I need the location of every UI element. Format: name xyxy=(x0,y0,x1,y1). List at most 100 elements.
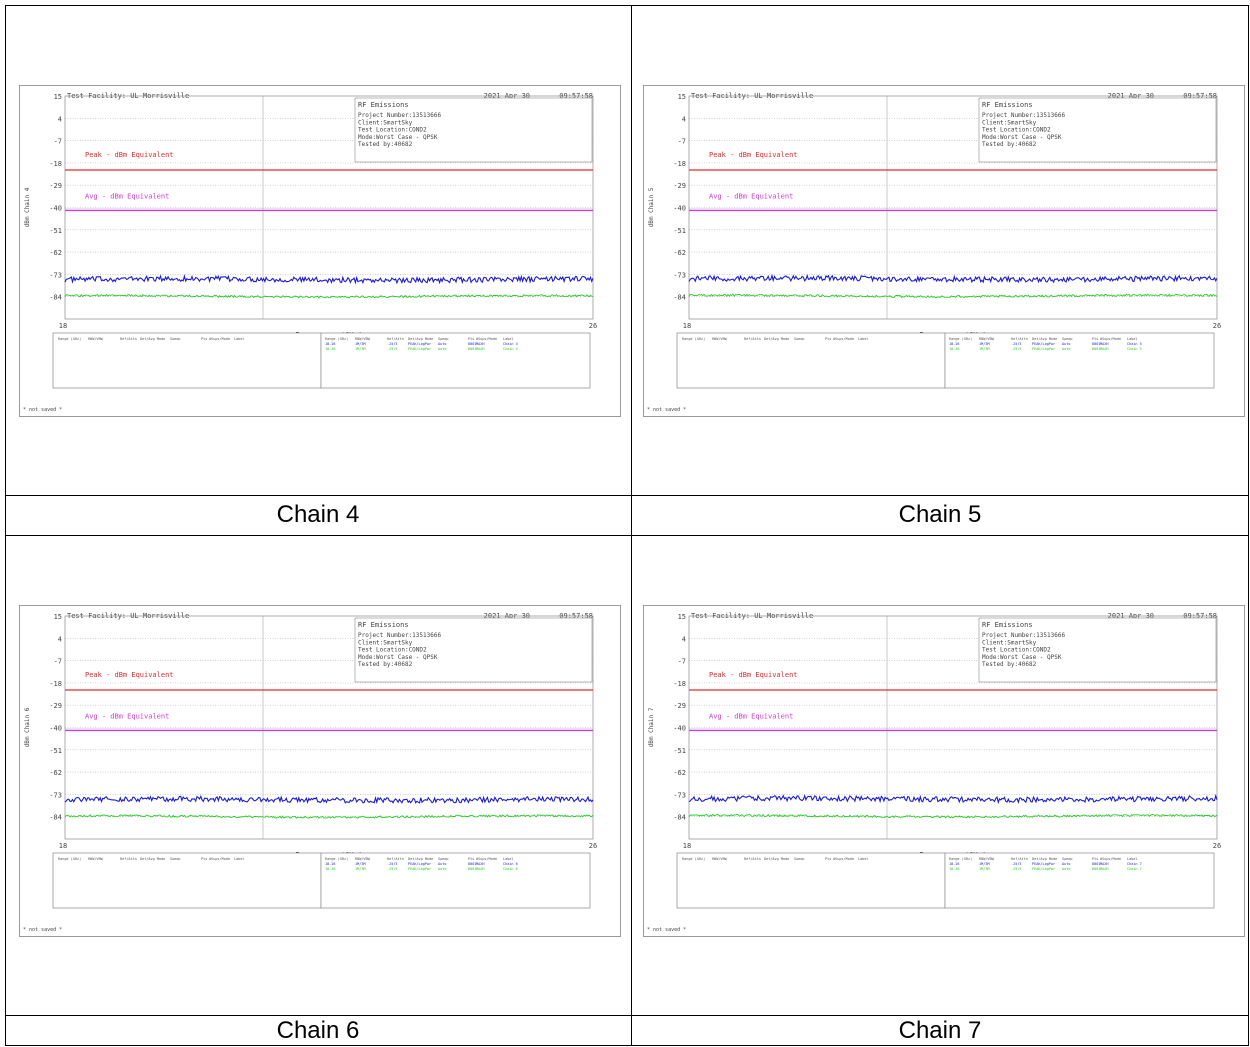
info-box-frame xyxy=(354,617,593,683)
legend-cell: -25/5 xyxy=(1011,342,1022,346)
plot-frame xyxy=(64,95,594,320)
info-line: Project Number:13513666 xyxy=(982,632,1065,639)
y-tick-label: -73 xyxy=(673,791,686,799)
info-line: Test Location:COND2 xyxy=(358,647,427,654)
y-axis-label: dBm Chain 6 xyxy=(24,707,31,747)
info-box-frame xyxy=(978,617,1217,683)
y-tick-label: 4 xyxy=(682,115,686,123)
y-tick-label: -18 xyxy=(49,160,62,168)
legend-cell: MAXH xyxy=(1100,862,1108,866)
limit-label: Peak - dBm Equivalent xyxy=(709,151,798,159)
info-line: Mode:Worst Case - QPSK xyxy=(982,134,1062,141)
legend-box-left xyxy=(52,332,322,389)
legend-header: Ref/Attn xyxy=(120,857,137,861)
legend-cell: Chain 6 xyxy=(503,867,518,871)
spectrum-plot-chain5: Test Facility: UL Morrisville 2021 Apr 30… xyxy=(643,85,1245,417)
y-tick-label: -29 xyxy=(673,182,686,190)
legend-header: Ref/Attn xyxy=(1011,337,1028,341)
legend-cell: 8001 xyxy=(468,867,476,871)
legend-cell: 1M/3M xyxy=(355,342,366,346)
spectrum-plot-chain7: Test Facility: UL Morrisville 2021 Apr 30… xyxy=(643,605,1245,937)
legend-cell: 18-26 xyxy=(949,867,960,871)
legend-cell: PEAK/LogPwr xyxy=(408,347,431,351)
y-tick-label: -29 xyxy=(673,702,686,710)
limit-label: Avg - dBm Equivalent xyxy=(709,712,793,720)
legend-header: Label xyxy=(503,857,514,861)
info-line: Test Location:COND2 xyxy=(358,127,427,134)
info-line: Mode:Worst Case - QPSK xyxy=(358,134,438,141)
info-box-frame xyxy=(354,97,593,163)
legend-cell: Chain 5 xyxy=(1127,347,1142,351)
limit-label: Peak - dBm Equivalent xyxy=(85,151,174,159)
info-box: RF Emissions Project Number:13513666Clien… xyxy=(354,617,593,683)
y-axis-label: dBm Chain 7 xyxy=(648,707,655,747)
legend-cell: 18-26 xyxy=(949,342,960,346)
legend-header: Range (GHz) xyxy=(325,337,348,341)
legend-header: #Sups/Mode xyxy=(833,337,854,341)
x-tick-label: 18 xyxy=(683,842,691,850)
legend-header: Label xyxy=(1127,337,1138,341)
legend-box-right xyxy=(320,852,591,909)
y-tick-label: -51 xyxy=(673,227,686,235)
legend-cell: 18-26 xyxy=(325,867,336,871)
legend-box-right xyxy=(320,332,591,389)
legend-header: Sweep xyxy=(794,337,805,341)
plot-frame xyxy=(688,615,1218,840)
legend-header: Ref/Attn xyxy=(120,337,137,341)
legend-cell: 8001 xyxy=(1092,347,1100,351)
legend-cell: -25/5 xyxy=(387,342,398,346)
legend-header: Pts xyxy=(201,857,207,861)
peak-trace xyxy=(64,795,594,805)
legend-cell: 8001 xyxy=(468,342,476,346)
y-axis-label: dBm Chain 5 xyxy=(648,187,655,227)
legend-header: Label xyxy=(858,857,869,861)
table-divider-row1 xyxy=(5,495,1249,496)
y-tick-label: -7 xyxy=(678,138,686,146)
legend-header: RBW/VBW xyxy=(355,337,371,341)
y-tick-label: -40 xyxy=(673,725,686,733)
legend-cell: 1M/3M xyxy=(979,867,990,871)
legend-cell: 8001 xyxy=(1092,862,1100,866)
legend-header: Pts xyxy=(1092,857,1098,861)
info-line: Client:SmartSky xyxy=(358,119,413,126)
legend-cell: Chain 7 xyxy=(1127,862,1142,866)
info-line: Project Number:13513666 xyxy=(982,112,1065,119)
footer-status: * not saved * xyxy=(647,407,686,413)
avg-trace xyxy=(64,293,594,299)
legend-box-left xyxy=(676,332,946,389)
caption-chain4: Chain 4 xyxy=(276,501,360,528)
legend-header: Det/Avg Mode xyxy=(408,857,433,861)
y-tick-label: -18 xyxy=(673,680,686,688)
y-tick-label: -84 xyxy=(49,294,62,302)
x-tick-label: 26 xyxy=(1213,322,1221,330)
legend-cell: PEAK/LogPwr xyxy=(1032,342,1055,346)
legend-header: Range (GHz) xyxy=(682,857,705,861)
legend-cell: 18-26 xyxy=(325,342,336,346)
legend-header: Label xyxy=(234,857,245,861)
footer-status: * not saved * xyxy=(23,407,62,413)
y-tick-label: -62 xyxy=(673,249,686,257)
legend-table: Range (GHz) Range (GHz) RBW/VBW RBW/VBW Ref/… xyxy=(676,852,1215,909)
legend-cell: Auto xyxy=(438,342,446,346)
caption-chain7: Chain 7 xyxy=(898,1017,982,1044)
table-border-bottom xyxy=(5,1045,1249,1046)
table-divider-row2 xyxy=(5,535,1249,536)
info-line: Tested by:40682 xyxy=(358,661,413,668)
y-tick-label: 15 xyxy=(54,93,62,101)
info-line: Test Location:COND2 xyxy=(982,647,1051,654)
legend-cell: MAXH xyxy=(1100,342,1108,346)
limit-label: Avg - dBm Equivalent xyxy=(85,712,169,720)
legend-header: RBW/VBW xyxy=(88,337,104,341)
legend-cell: 1M/3M xyxy=(355,347,366,351)
avg-trace xyxy=(688,813,1218,819)
spectrum-plot-chain4: Test Facility: UL Morrisville 2021 Apr 30… xyxy=(19,85,621,417)
footer-status: * not saved * xyxy=(23,927,62,933)
legend-header: RBW/VBW xyxy=(979,337,995,341)
caption-chain5: Chain 5 xyxy=(898,501,982,528)
y-tick-label: -51 xyxy=(49,227,62,235)
legend-header: Label xyxy=(1127,857,1138,861)
legend-header: Sweep xyxy=(1062,337,1073,341)
y-tick-label: -73 xyxy=(49,791,62,799)
legend-cell: -25/5 xyxy=(387,862,398,866)
plot-frame xyxy=(688,95,1218,320)
